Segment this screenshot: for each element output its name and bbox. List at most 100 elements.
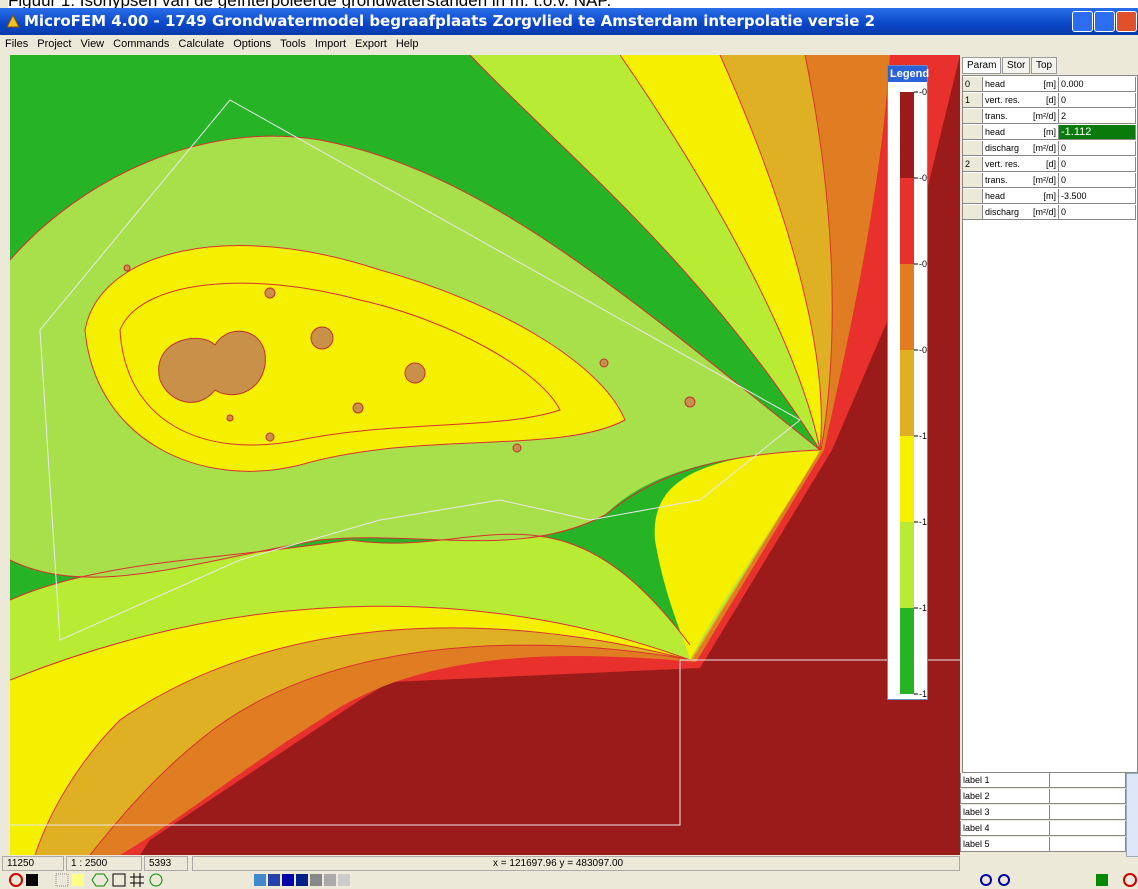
row-value[interactable]: 0 <box>1059 93 1136 108</box>
legend-label: -1.2 <box>919 517 927 527</box>
row-name: head <box>983 189 1019 204</box>
menu-item[interactable]: Help <box>395 38 419 50</box>
app-icon <box>6 13 20 28</box>
status-field: 5393 <box>144 856 188 871</box>
island-orange <box>158 330 266 403</box>
label-value <box>1050 837 1126 852</box>
row-layer <box>963 173 983 188</box>
tab[interactable]: Param <box>962 57 1002 74</box>
scrollbar <box>1126 773 1138 857</box>
row-name: vert. res. <box>983 93 1020 108</box>
row-unit: [m] <box>1019 125 1059 140</box>
row-value[interactable]: 2 <box>1059 109 1136 124</box>
label-item[interactable]: label 4 <box>960 821 1050 836</box>
label-item[interactable]: label 5 <box>960 837 1050 852</box>
menu-item[interactable]: Project <box>37 38 72 50</box>
row-name: trans. <box>983 109 1019 124</box>
side-panel: Param Stor Top 0 head [m] 0.000 1 vert. res. [d] 0… <box>960 55 1138 857</box>
contour-lines <box>10 55 833 855</box>
legend-label: -1.4 <box>919 603 927 613</box>
row-unit: [m²/d] <box>1019 141 1059 156</box>
status-field: 1 : 2500 <box>66 856 142 871</box>
legend-band <box>900 350 914 436</box>
minimize-button[interactable] <box>1072 11 1093 32</box>
label-item[interactable]: label 2 <box>960 789 1050 804</box>
map <box>10 55 960 855</box>
row-layer <box>963 141 983 156</box>
legend-band <box>900 264 914 350</box>
legend-title: Legend ✕ <box>888 66 930 96</box>
menu-item[interactable]: Commands <box>113 38 170 50</box>
row-name: trans. <box>983 173 1019 188</box>
label-item[interactable]: label 1 <box>960 773 1050 788</box>
row-value[interactable]: 0 <box>1059 205 1136 220</box>
row-unit: [m] <box>1019 77 1059 92</box>
row-value[interactable]: 0 <box>1059 173 1136 188</box>
row-name: discharge <box>983 205 1024 220</box>
toolbar-icons <box>9 873 1137 887</box>
small-hills <box>123 264 696 453</box>
menu-item[interactable]: Export <box>355 38 387 50</box>
label-value <box>1050 789 1126 804</box>
close-button[interactable] <box>1116 11 1137 32</box>
legend-label: -0.2 <box>919 87 927 97</box>
window-title: MicroFEM 4.00 - 1749 Grondwatermodel beg… <box>24 12 876 30</box>
legend-band <box>900 522 914 608</box>
row-name: vert. res. <box>983 157 1020 172</box>
tab[interactable]: Top <box>1031 57 1058 74</box>
tab[interactable]: Stor <box>1002 57 1031 74</box>
legend-label: -0.8 <box>919 345 927 355</box>
status-field: x = 121697.96 y = 483097.00 <box>192 856 960 871</box>
row-unit: [d] <box>1019 157 1059 172</box>
row-name: head <box>983 77 1019 92</box>
menu-item[interactable]: Tools <box>280 38 306 50</box>
legend: Legend ✕ -0.2 -0.4 -0.6 -0.8 -1 -1.2 -1.4 -1.6 <box>887 65 930 700</box>
row-value[interactable]: 0.000 <box>1059 77 1136 92</box>
caption: Figuur 1: Isohypsen van de geïnterpoleer… <box>8 0 1138 11</box>
legend-band <box>900 92 914 178</box>
label-value <box>1050 821 1126 836</box>
row-layer <box>963 205 983 220</box>
title-bar: MicroFEM 4.00 - 1749 Grondwatermodel beg… <box>0 8 1138 35</box>
menu-item[interactable]: Import <box>314 38 347 50</box>
restore-button[interactable] <box>1094 11 1115 32</box>
legend-label: -0.4 <box>919 173 927 183</box>
legend-label: -0.6 <box>919 259 927 269</box>
legend-band <box>900 436 914 522</box>
row-unit: [d] <box>1019 93 1059 108</box>
label-value <box>1050 773 1126 788</box>
row-unit: [m²/d] <box>1019 173 1059 188</box>
row-unit: [m²/d] <box>1019 205 1059 220</box>
menu-item[interactable]: Calculate <box>178 38 225 50</box>
row-unit: [m²/d] <box>1019 109 1059 124</box>
row-unit: [m] <box>1019 189 1059 204</box>
row-layer <box>963 125 983 140</box>
row-name: head <box>983 125 1019 140</box>
menu-item[interactable]: Options <box>233 38 272 50</box>
status-bar: 11250 1 : 2500 5393 x = 121697.96 y = 48309… <box>0 855 960 872</box>
row-name: discharge <box>983 141 1024 156</box>
toolbar <box>0 872 1138 889</box>
row-layer <box>963 109 983 124</box>
legend-label: -1.6 <box>919 689 927 699</box>
row-layer: 0 <box>963 77 983 92</box>
fan-yellow <box>654 450 820 660</box>
legend-title-text: Legend <box>890 68 930 80</box>
row-layer <box>963 189 983 204</box>
status-field: 11250 <box>2 856 64 871</box>
row-value[interactable]: -1.112 <box>1059 125 1136 140</box>
row-value[interactable]: 0 <box>1059 141 1136 156</box>
row-layer: 2 <box>963 157 983 172</box>
menu-bar: Files Project View Commands Calculate Options… <box>0 35 1138 54</box>
menu-item[interactable]: View <box>80 38 105 50</box>
menu-item[interactable]: Files <box>5 38 29 50</box>
label-item[interactable]: label 3 <box>960 805 1050 820</box>
row-value[interactable]: 0 <box>1059 157 1136 172</box>
row-value[interactable]: -3.500 <box>1059 189 1136 204</box>
island-yellow <box>85 245 625 472</box>
legend-close[interactable]: ✕ <box>915 84 925 96</box>
label-value <box>1050 805 1126 820</box>
legend-label: -1 <box>919 431 927 441</box>
legend-scale: -0.2 -0.4 -0.6 -0.8 -1 -1.2 -1.4 -1.6 <box>900 87 927 699</box>
